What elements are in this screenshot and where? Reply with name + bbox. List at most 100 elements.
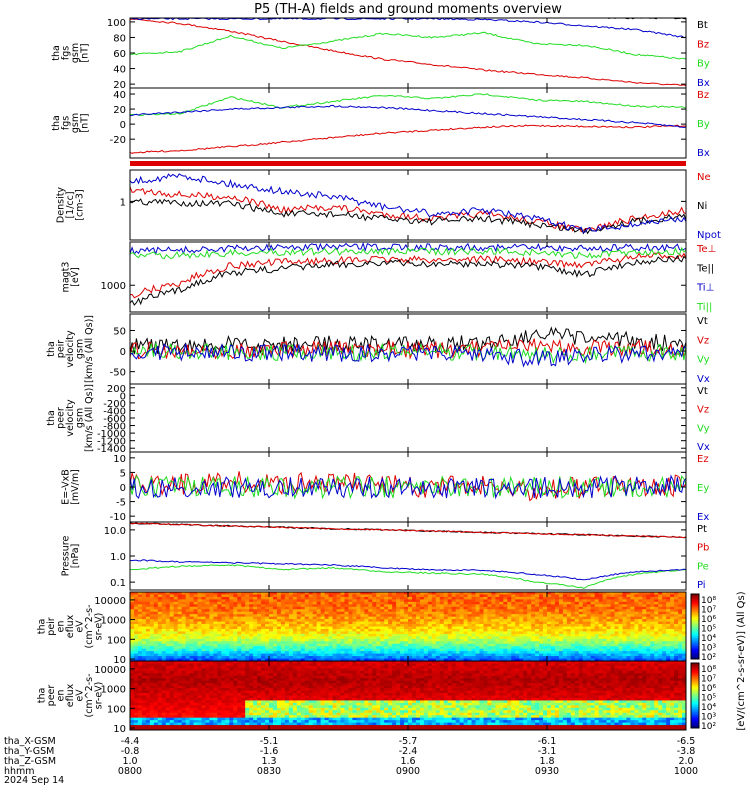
heatmap-cell <box>189 601 194 605</box>
heatmap-cell <box>614 653 619 657</box>
heatmap-cell <box>145 594 151 598</box>
heatmap-cell <box>237 651 242 654</box>
ylabel-line-peir_velocity: velocity <box>65 330 76 368</box>
heatmap-cell <box>419 628 425 632</box>
heatmap-cell <box>558 606 564 610</box>
heatmap-cell <box>253 621 258 625</box>
heatmap-cell <box>654 631 659 635</box>
heatmap-cell <box>527 619 532 622</box>
heatmap-cell <box>562 604 568 608</box>
heatmap-cell <box>197 658 202 662</box>
heatmap-cell <box>320 601 325 605</box>
ytick-label-fgs_gsm: 80 <box>113 33 126 44</box>
heatmap-cell <box>201 658 206 662</box>
heatmap-cell <box>169 656 175 659</box>
heatmap-cell <box>336 653 341 657</box>
heatmap-cell <box>376 643 381 647</box>
heatmap-cell <box>618 606 623 610</box>
heatmap-cell <box>463 626 468 630</box>
heatmap-cell <box>249 656 254 659</box>
heatmap-cell <box>185 621 190 625</box>
heatmap-cell <box>356 614 361 618</box>
heatmap-cell <box>276 648 282 652</box>
heatmap-cell <box>658 670 663 674</box>
heatmap-cell <box>292 653 298 657</box>
heatmap-cell <box>535 643 540 647</box>
heatmap-cell <box>141 606 147 610</box>
heatmap-cell <box>141 596 147 600</box>
heatmap-cell <box>189 636 194 640</box>
heatmap-cell <box>411 636 417 640</box>
heatmap-cell <box>459 592 464 595</box>
heatmap-cell <box>193 594 198 598</box>
heatmap-cell <box>312 631 318 635</box>
heatmap-cell <box>400 641 405 645</box>
heatmap-cell <box>340 648 345 652</box>
heatmap-cell <box>181 665 186 669</box>
heatmap-cell <box>296 638 302 642</box>
heatmap-cell <box>535 661 540 664</box>
heatmap-cell <box>419 663 425 667</box>
heatmap-cell <box>626 653 631 657</box>
heatmap-cell <box>225 648 230 652</box>
heatmap-cell <box>674 633 679 637</box>
heatmap-cell <box>217 641 222 645</box>
heatmap-cell <box>169 606 175 610</box>
heatmap-cell <box>582 594 588 598</box>
heatmap-cell <box>344 606 349 610</box>
heatmap-cell <box>201 626 206 630</box>
heatmap-cell <box>574 606 580 610</box>
heatmap-cell <box>404 663 409 667</box>
heatmap-cell <box>503 631 508 635</box>
heatmap-cell <box>578 648 584 652</box>
heatmap-cell <box>213 641 218 645</box>
heatmap-cell <box>141 673 147 677</box>
heatmap-cell <box>372 621 377 625</box>
heatmap-cell <box>245 648 250 652</box>
heatmap-cell <box>550 621 556 625</box>
heatmap-cell <box>221 621 226 625</box>
heatmap-cell <box>606 616 611 620</box>
heatmap-cell <box>578 663 584 667</box>
heatmap-cell <box>161 628 167 632</box>
heatmap-cell <box>177 628 183 632</box>
heatmap-cell <box>622 614 627 618</box>
heatmap-cell <box>145 606 151 610</box>
heatmap-cell <box>177 633 183 637</box>
heatmap-cell <box>427 594 433 598</box>
heatmap-cell <box>141 668 147 672</box>
heatmap-cell <box>169 599 175 603</box>
heatmap-cell <box>133 673 139 677</box>
heatmap-cell <box>543 596 548 600</box>
heatmap-cell <box>487 628 492 632</box>
heatmap-cell <box>332 646 337 650</box>
heatmap-cell <box>312 663 318 667</box>
heatmap-cell <box>356 601 361 605</box>
heatmap-cell <box>570 614 576 618</box>
heatmap-cell <box>201 673 206 677</box>
heatmap-cell <box>137 606 143 610</box>
heatmap-cell <box>249 668 254 672</box>
colorbar-cell <box>691 611 699 614</box>
heatmap-cell <box>149 638 155 642</box>
heatmap-cell <box>543 651 548 654</box>
heatmap-cell <box>435 599 441 603</box>
heatmap-cell <box>495 651 500 654</box>
ytick-label-peir_en_eflux: 10 <box>113 655 126 666</box>
heatmap-cell <box>368 670 373 674</box>
heatmap-cell <box>344 670 349 674</box>
heatmap-cell <box>312 653 318 657</box>
heatmap-cell <box>642 661 647 664</box>
heatmap-cell <box>312 646 318 650</box>
heatmap-cell <box>443 628 449 632</box>
legend-pressure-Pt: Pt <box>697 524 707 535</box>
heatmap-cell <box>241 626 246 630</box>
heatmap-cell <box>332 633 337 637</box>
heatmap-cell <box>161 646 167 650</box>
heatmap-cell <box>491 656 496 659</box>
heatmap-cell <box>511 638 516 642</box>
heatmap-cell <box>400 656 405 659</box>
heatmap-cell <box>276 621 282 625</box>
heatmap-cell <box>678 592 683 595</box>
heatmap-cell <box>630 661 635 664</box>
